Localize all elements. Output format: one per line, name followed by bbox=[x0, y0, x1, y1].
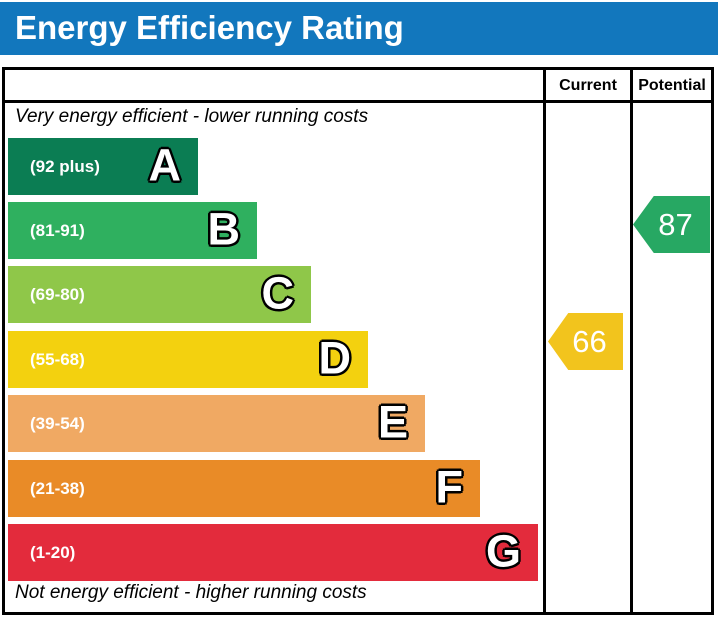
potential-rating-arrow: 87 bbox=[633, 196, 710, 253]
rating-band-e: (39-54) E bbox=[8, 395, 425, 452]
band-letter: F bbox=[435, 461, 464, 513]
current-rating-value: 66 bbox=[572, 323, 607, 359]
band-range-label: (92 plus) bbox=[30, 156, 100, 176]
column-header-current: Current bbox=[559, 77, 617, 94]
caption-very-efficient: Very energy efficient - lower running co… bbox=[15, 106, 369, 127]
band-range-label: (69-80) bbox=[30, 284, 85, 304]
band-letter: G bbox=[485, 525, 521, 577]
band-letter: A bbox=[148, 139, 182, 191]
band-range-label: (39-54) bbox=[30, 413, 85, 433]
header-divider-line bbox=[5, 100, 711, 103]
band-letter: E bbox=[377, 396, 408, 448]
rating-band-f: (21-38) F bbox=[8, 460, 480, 517]
rating-table: Current Potential Very energy efficient … bbox=[2, 67, 714, 615]
potential-rating-value: 87 bbox=[658, 206, 693, 242]
rating-band-d: (55-68) D bbox=[8, 331, 368, 388]
page-title: Energy Efficiency Rating bbox=[15, 8, 404, 46]
caption-not-efficient: Not energy efficient - higher running co… bbox=[15, 582, 367, 603]
band-letter: B bbox=[207, 203, 241, 255]
current-rating-arrow: 66 bbox=[548, 313, 623, 370]
band-letter: C bbox=[261, 267, 295, 319]
title-bar: Energy Efficiency Rating bbox=[0, 2, 718, 55]
band-letter: D bbox=[318, 332, 352, 384]
band-range-label: (55-68) bbox=[30, 349, 85, 369]
rating-band-c: (69-80) C bbox=[8, 266, 311, 323]
potential-column-divider bbox=[630, 70, 633, 612]
current-column-divider bbox=[543, 70, 546, 612]
rating-band-g: (1-20) G bbox=[8, 524, 538, 581]
rating-band-b: (81-91) B bbox=[8, 202, 257, 259]
rating-band-a: (92 plus) A bbox=[8, 138, 198, 195]
band-range-label: (21-38) bbox=[30, 478, 85, 498]
band-range-label: (1-20) bbox=[30, 542, 76, 562]
band-range-label: (81-91) bbox=[30, 220, 85, 240]
column-header-potential: Potential bbox=[638, 77, 706, 94]
